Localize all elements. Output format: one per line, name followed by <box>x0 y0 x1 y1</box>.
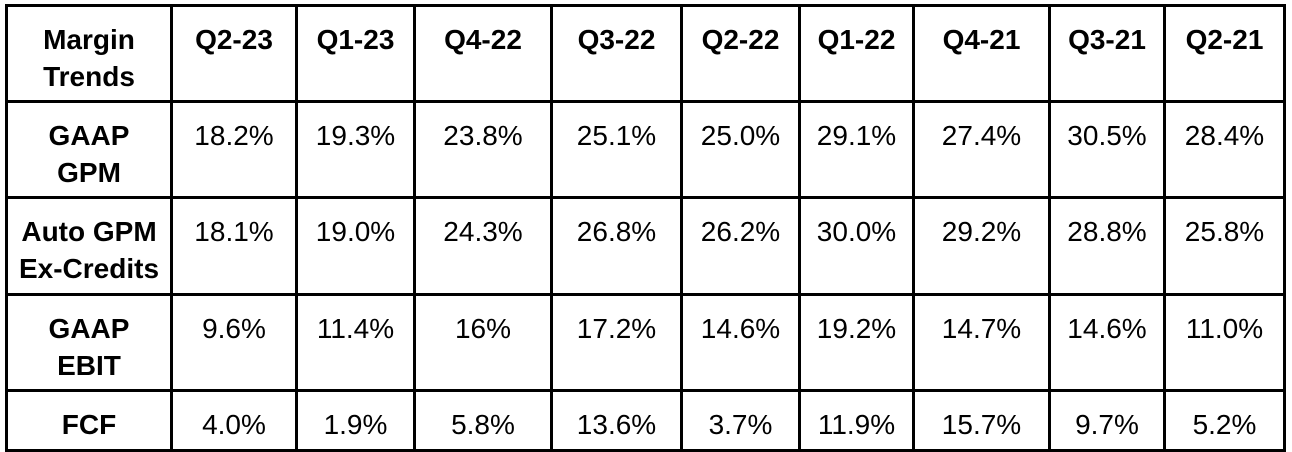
data-cell: 1.9% <box>295 388 416 452</box>
data-cell: 16% <box>413 292 553 392</box>
column-header-q3-22: Q3-22 <box>550 4 683 103</box>
header-row: Margin Trends Q2-23 Q1-23 Q4-22 Q3-22 Q2… <box>5 4 1286 103</box>
column-header-q4-21: Q4-21 <box>912 4 1051 103</box>
data-cell: 4.0% <box>170 388 298 452</box>
data-cell: 23.8% <box>413 99 553 199</box>
data-cell: 9.6% <box>170 292 298 392</box>
data-cell: 19.3% <box>295 99 416 199</box>
data-cell: 9.7% <box>1048 388 1166 452</box>
data-cell: 25.8% <box>1163 195 1286 296</box>
data-cell: 28.8% <box>1048 195 1166 296</box>
data-cell: 11.4% <box>295 292 416 392</box>
column-header-q1-22: Q1-22 <box>798 4 915 103</box>
data-cell: 14.6% <box>1048 292 1166 392</box>
data-cell: 24.3% <box>413 195 553 296</box>
data-cell: 11.9% <box>798 388 915 452</box>
data-cell: 25.0% <box>680 99 801 199</box>
column-header-q4-22: Q4-22 <box>413 4 553 103</box>
column-header-q2-23: Q2-23 <box>170 4 298 103</box>
data-cell: 3.7% <box>680 388 801 452</box>
data-cell: 5.2% <box>1163 388 1286 452</box>
table-row-fcf: FCF 4.0% 1.9% 5.8% 13.6% 3.7% 11.9% 15.7… <box>5 388 1286 452</box>
data-cell: 29.1% <box>798 99 915 199</box>
row-label-gaap-ebit: GAAP EBIT <box>5 292 173 392</box>
column-header-q3-21: Q3-21 <box>1048 4 1166 103</box>
data-cell: 14.6% <box>680 292 801 392</box>
data-cell: 26.2% <box>680 195 801 296</box>
column-header-q2-21: Q2-21 <box>1163 4 1286 103</box>
data-cell: 26.8% <box>550 195 683 296</box>
data-cell: 29.2% <box>912 195 1051 296</box>
column-header-q2-22: Q2-22 <box>680 4 801 103</box>
column-header-q1-23: Q1-23 <box>295 4 416 103</box>
data-cell: 11.0% <box>1163 292 1286 392</box>
data-cell: 5.8% <box>413 388 553 452</box>
data-cell: 15.7% <box>912 388 1051 452</box>
row-label-fcf: FCF <box>5 388 173 452</box>
data-cell: 18.1% <box>170 195 298 296</box>
data-cell: 14.7% <box>912 292 1051 392</box>
data-cell: 27.4% <box>912 99 1051 199</box>
corner-header-margin-trends: Margin Trends <box>5 4 173 103</box>
data-cell: 19.2% <box>798 292 915 392</box>
data-cell: 30.5% <box>1048 99 1166 199</box>
data-cell: 25.1% <box>550 99 683 199</box>
data-cell: 28.4% <box>1163 99 1286 199</box>
table-row-gaap-ebit: GAAP EBIT 9.6% 11.4% 16% 17.2% 14.6% 19.… <box>5 292 1286 392</box>
data-cell: 19.0% <box>295 195 416 296</box>
data-cell: 18.2% <box>170 99 298 199</box>
row-label-auto-gpm-ex-credits: Auto GPM Ex-Credits <box>5 195 173 296</box>
row-label-gaap-gpm: GAAP GPM <box>5 99 173 199</box>
table-row-auto-gpm-ex-credits: Auto GPM Ex-Credits 18.1% 19.0% 24.3% 26… <box>5 195 1286 296</box>
margin-trends-table: Margin Trends Q2-23 Q1-23 Q4-22 Q3-22 Q2… <box>5 4 1286 452</box>
data-cell: 17.2% <box>550 292 683 392</box>
table-row-gaap-gpm: GAAP GPM 18.2% 19.3% 23.8% 25.1% 25.0% 2… <box>5 99 1286 199</box>
data-cell: 13.6% <box>550 388 683 452</box>
data-cell: 30.0% <box>798 195 915 296</box>
